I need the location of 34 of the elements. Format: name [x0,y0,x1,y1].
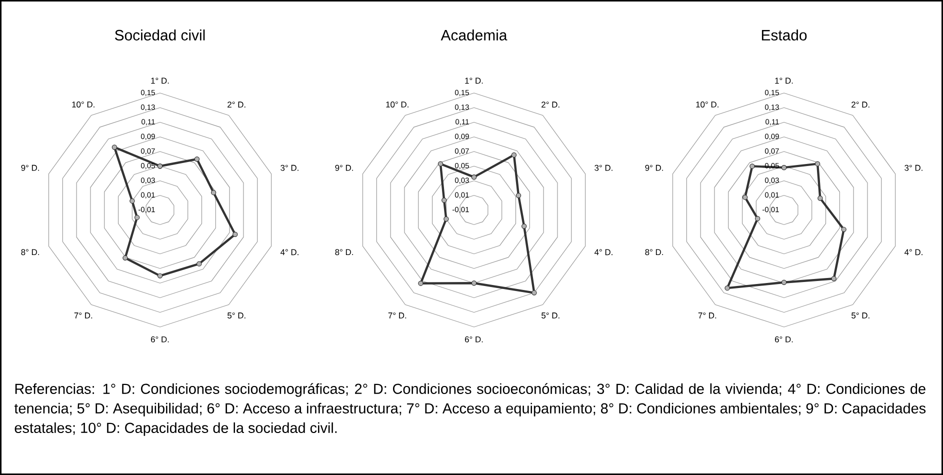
chart-title: Sociedad civil [114,30,205,40]
spoke-label: 5° D. [542,312,560,318]
spoke-label: 10° D. [696,102,718,108]
spoke-label: 9° D. [335,164,353,171]
spoke-label: 7° D. [698,312,716,318]
spoke-label: 1° D. [151,78,169,84]
spoke-label: 5° D. [852,312,870,318]
spoke-label: 6° D. [774,336,793,342]
chart-title: Estado [762,30,807,40]
spoke-label: 5° D. [228,312,246,318]
spoke-label: 10° D. [386,102,408,108]
spoke-label: 3° D. [280,164,298,171]
chart-title: Academia [440,30,508,40]
spoke-label: 3° D. [594,164,612,171]
spoke-label: 8° D. [645,249,663,256]
spoke-label: 1° D. [775,78,793,84]
spoke-label: 7° D. [74,312,92,318]
spoke-label: 7° D. [388,312,406,318]
spoke-label: 1° D. [465,78,483,84]
spoke-label: 9° D. [21,164,39,171]
spoke-label: 2° D. [852,102,870,108]
text: Referencias: 1° D: Condiciones sociodemográficas; 2° D: Condiciones socioeconómicas; 3° D: Calidad de la vivienda; 4° D: Condiciones de tenencia; 5° D: Asequibilidad; 6° D: Acceso a infraestructura; 7° D: Acceso a equipamiento; 8° D: Condiciones ambientales; 9° D: Capacidades estatales; 10° D: Capacidades de la sociedad civil. [14,383,926,436]
spoke-label: 8° D. [335,249,353,256]
spoke-label: 10° D. [72,102,94,108]
spoke-label: 2° D. [228,102,246,108]
spoke-label: 4° D. [594,249,612,256]
spoke-label: 2° D. [542,102,560,108]
spoke-label: 8° D. [21,249,39,256]
spoke-label: 6° D. [464,336,483,342]
spoke-label: 9° D. [645,164,663,171]
spoke-label: 6° D. [150,336,169,342]
spoke-label: 4° D. [904,249,922,256]
spoke-label: 4° D. [280,249,298,256]
spoke-label: 3° D. [904,164,922,171]
